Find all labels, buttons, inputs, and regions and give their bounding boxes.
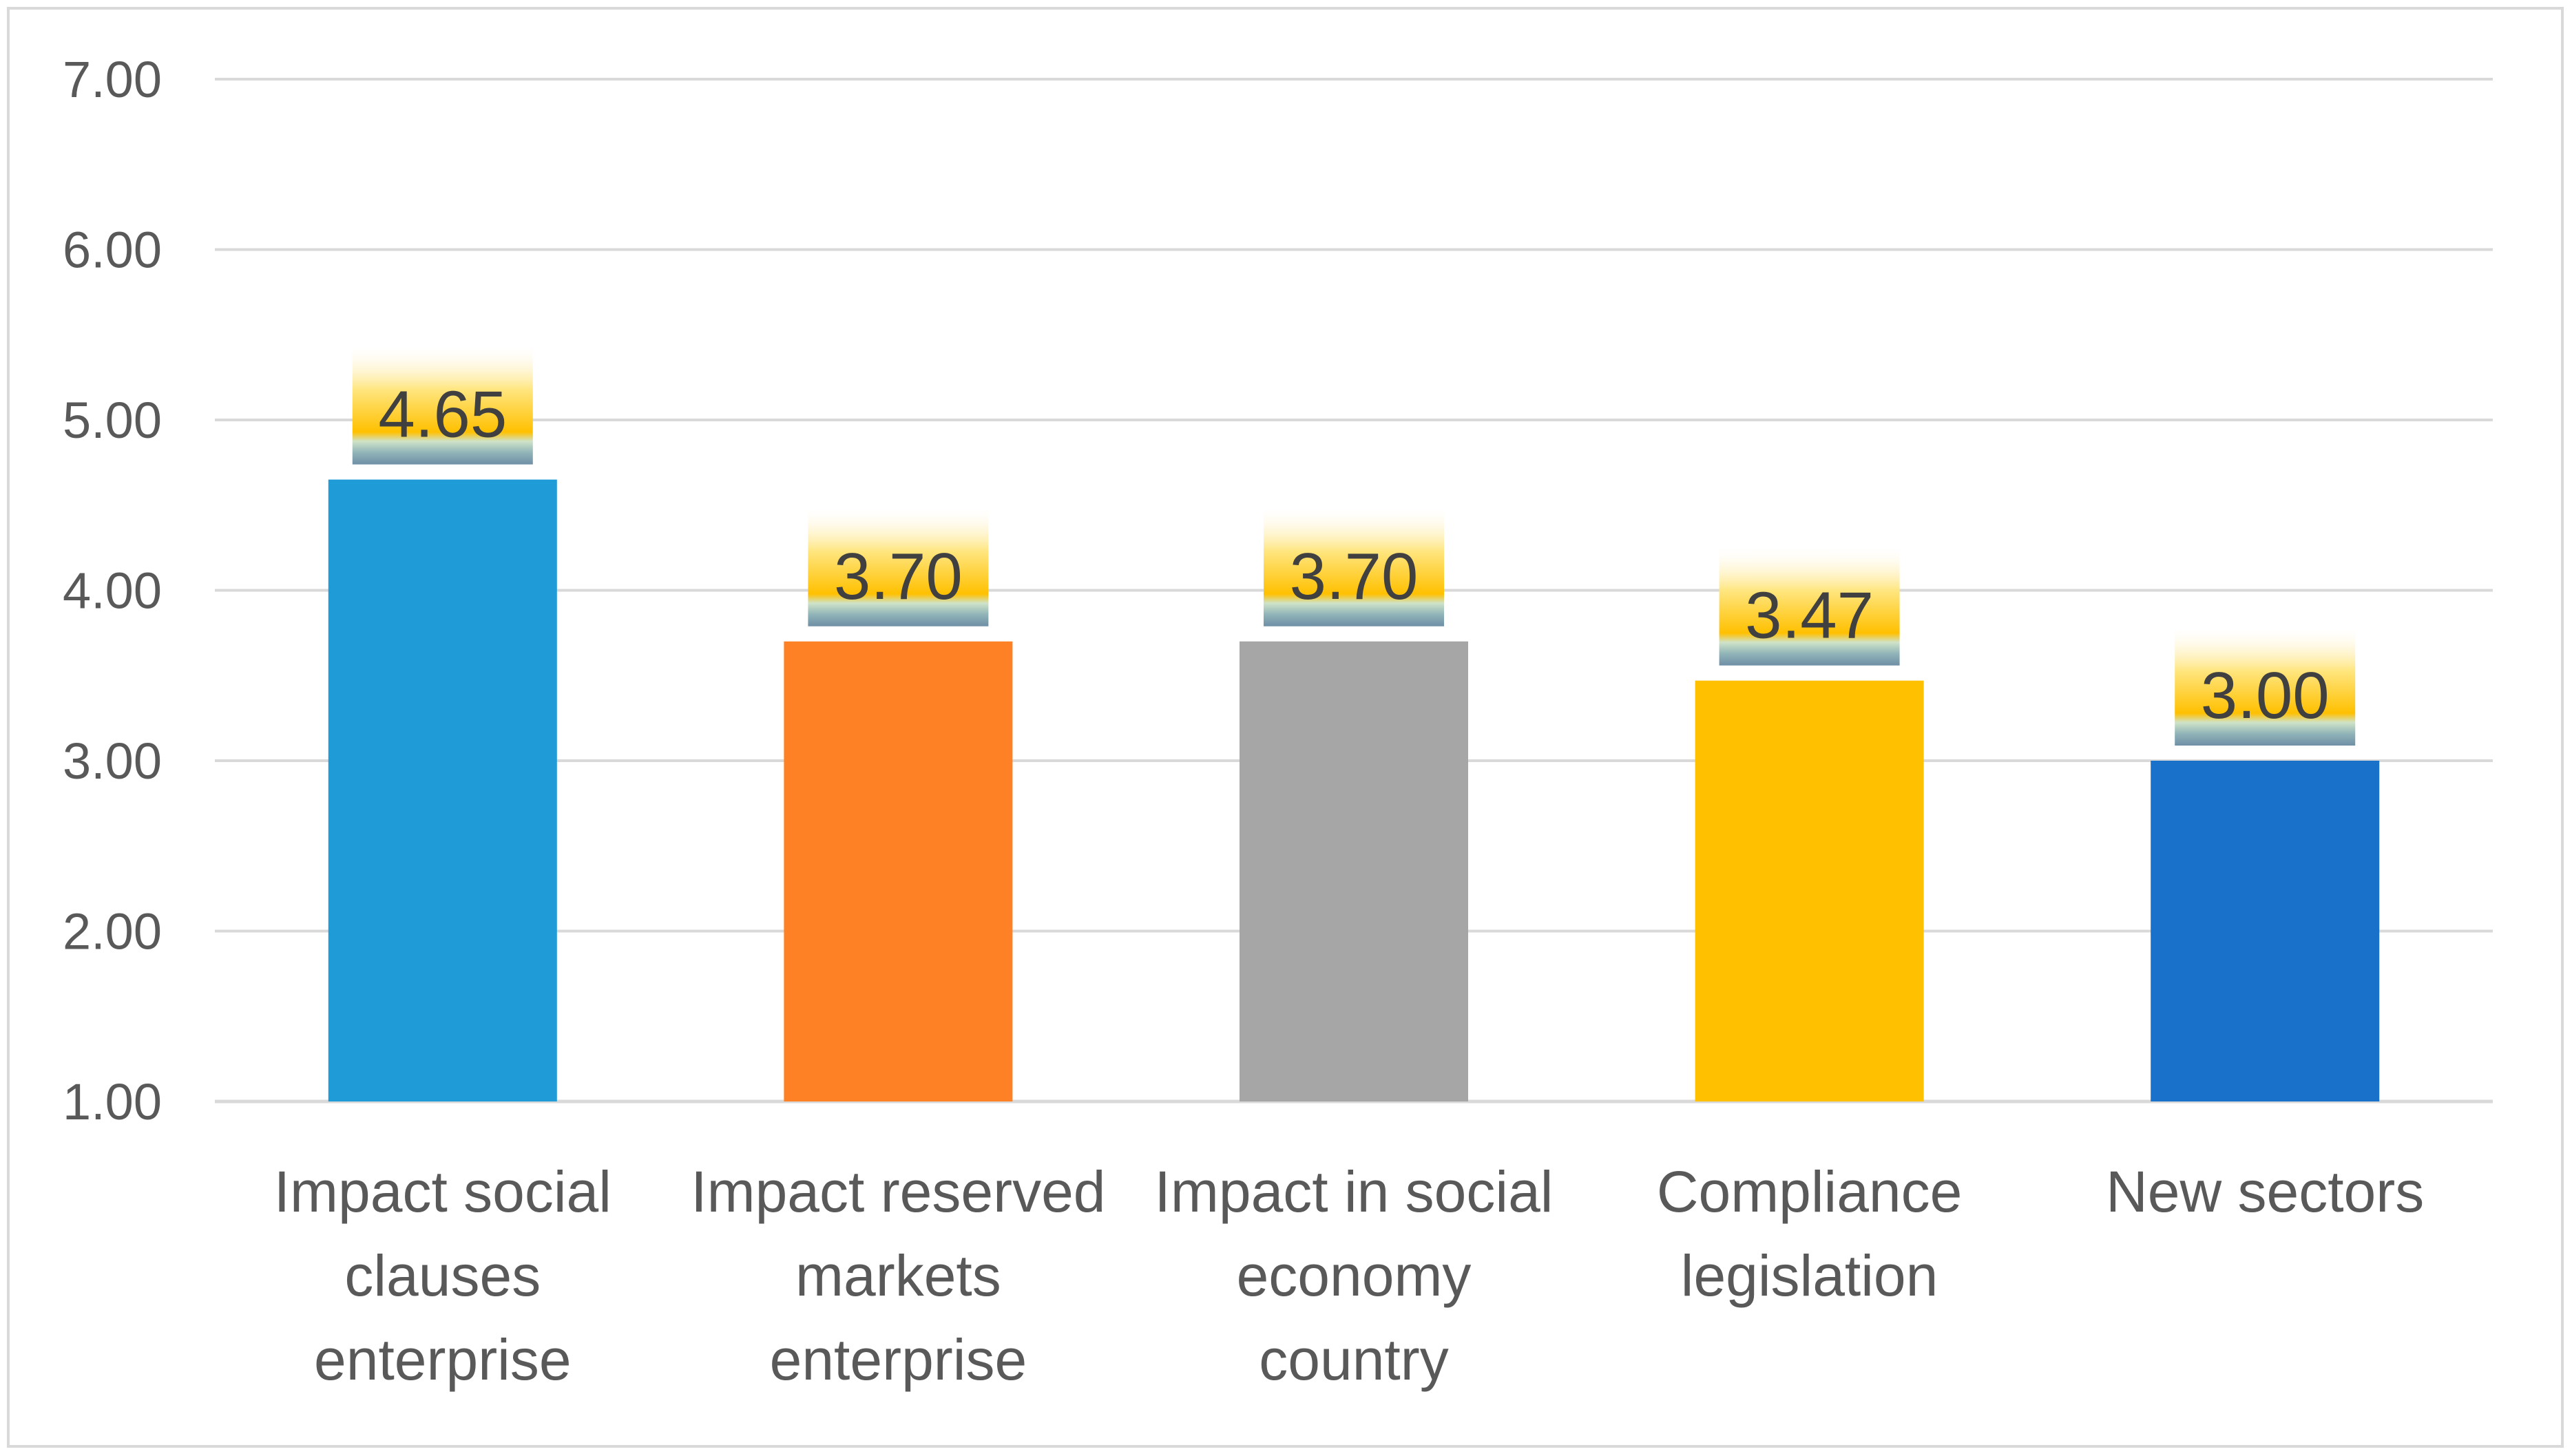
x-category-label: Compliance [1657, 1159, 1963, 1224]
data-label-badge [808, 510, 989, 626]
data-label: 3.47 [1745, 579, 1874, 653]
y-tick-label: 6.00 [63, 222, 162, 279]
x-category-label: enterprise [314, 1327, 572, 1392]
y-axis-ticks: 1.00 2.00 3.00 4.00 5.00 6.00 7.00 [63, 51, 162, 1130]
x-category-label: country [1259, 1327, 1448, 1392]
y-tick-label: 5.00 [63, 392, 162, 449]
data-label: 3.00 [2201, 659, 2330, 732]
data-label-badge [352, 348, 533, 465]
y-tick-label: 1.00 [63, 1073, 162, 1130]
y-tick-label: 2.00 [63, 903, 162, 960]
x-axis-categories: Impact social clauses enterprise Impact res… [274, 1159, 2425, 1392]
x-category-label: Impact in social [1155, 1159, 1554, 1224]
x-category-label: enterprise [770, 1327, 1027, 1392]
x-category-label: New sectors [2106, 1159, 2424, 1224]
y-tick-label: 4.00 [63, 562, 162, 620]
x-category-label: Impact reserved [691, 1159, 1105, 1224]
data-labels: 4.65 3.70 3.70 3.47 3.00 [352, 348, 2356, 746]
x-category-label: Impact social [274, 1159, 611, 1224]
bar [1695, 680, 1924, 1101]
x-category-label: clauses [344, 1243, 541, 1308]
data-label-badge [1719, 549, 1900, 666]
y-tick-label: 7.00 [63, 51, 162, 108]
data-label-badge [1264, 510, 1444, 626]
x-category-label: economy [1237, 1243, 1472, 1308]
x-category-label: markets [795, 1243, 1001, 1308]
bar [328, 479, 557, 1101]
data-label: 3.70 [834, 540, 963, 613]
bars [328, 479, 2380, 1101]
gridlines [215, 78, 2493, 1104]
bar [1240, 641, 1468, 1101]
y-tick-label: 3.00 [63, 732, 162, 790]
data-label-badge [2175, 630, 2356, 746]
data-label: 3.70 [1290, 540, 1419, 613]
x-category-label: legislation [1681, 1243, 1938, 1308]
data-label: 4.65 [378, 378, 507, 452]
bar [784, 641, 1013, 1101]
bar [2151, 761, 2380, 1101]
